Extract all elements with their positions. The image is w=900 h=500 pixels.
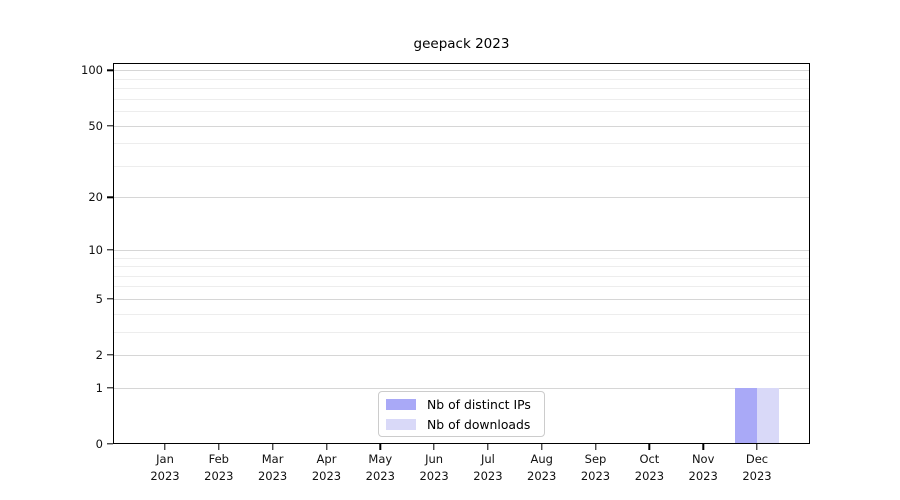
month-label: Jul bbox=[480, 452, 495, 466]
x-tick-label-dec: Dec 2023 bbox=[742, 451, 771, 484]
month-label: May bbox=[368, 452, 393, 466]
y-tick-label-0: 0 bbox=[95, 437, 103, 451]
legend-swatch-nb-of-distinct-ips bbox=[386, 398, 416, 410]
y-tick-label-5: 5 bbox=[95, 291, 103, 306]
year-label: 2023 bbox=[204, 468, 234, 483]
gridline-1 bbox=[113, 387, 810, 389]
x-tick-label-feb: Feb 2023 bbox=[204, 451, 233, 484]
x-tick-label-nov: Nov 2023 bbox=[689, 451, 718, 484]
x-tick-label-jun: Jun 2023 bbox=[419, 451, 448, 484]
plot-area bbox=[113, 63, 810, 444]
year-label: 2023 bbox=[473, 468, 503, 483]
gridline-minor-9 bbox=[113, 257, 810, 259]
y-axis-tick-10 bbox=[107, 249, 113, 251]
month-label: Mar bbox=[261, 452, 284, 466]
gridline-minor-80 bbox=[113, 88, 810, 90]
x-tick-label-apr: Apr 2023 bbox=[312, 451, 341, 484]
x-tick-label-may: May 2023 bbox=[366, 451, 395, 484]
legend-label-nb-of-downloads: Nb of downloads bbox=[427, 416, 531, 432]
legend-label-nb-of-distinct-ips: Nb of distinct IPs bbox=[427, 396, 531, 412]
x-tick-label-jul: Jul 2023 bbox=[473, 451, 502, 484]
gridline-minor-60 bbox=[113, 111, 810, 112]
gridline-minor-4 bbox=[113, 313, 810, 315]
gridline-2 bbox=[113, 355, 810, 356]
month-label: Nov bbox=[691, 452, 715, 466]
legend-entry-nb-of-downloads: Nb of downloads bbox=[386, 415, 537, 434]
x-axis-tick-jul bbox=[487, 444, 489, 450]
bar-dec-nb-of-downloads bbox=[757, 387, 779, 444]
gridline-10 bbox=[113, 249, 810, 251]
chart-title: geepack 2023 bbox=[413, 36, 510, 52]
y-axis-tick-2 bbox=[107, 354, 113, 356]
gridline-minor-40 bbox=[113, 143, 810, 145]
year-label: 2023 bbox=[634, 468, 665, 483]
y-tick-label-2: 2 bbox=[95, 348, 103, 362]
x-tick-label-aug: Aug 2023 bbox=[527, 451, 556, 484]
y-axis-tick-100 bbox=[107, 69, 113, 71]
gridline-minor-7 bbox=[113, 275, 810, 277]
month-label: Sep bbox=[584, 452, 607, 466]
x-axis-tick-aug bbox=[540, 444, 543, 450]
month-label: Jan bbox=[156, 452, 174, 466]
year-label: 2023 bbox=[419, 468, 449, 483]
x-axis-tick-nov bbox=[702, 444, 704, 450]
year-label: 2023 bbox=[311, 468, 342, 483]
y-tick-label-100: 100 bbox=[81, 63, 103, 78]
x-axis-tick-feb bbox=[218, 444, 220, 450]
bar-dec-nb-of-distinct-ips bbox=[735, 387, 757, 444]
x-tick-label-mar: Mar 2023 bbox=[258, 451, 287, 484]
gridline-minor-6 bbox=[113, 286, 810, 288]
legend-swatch-nb-of-downloads bbox=[386, 418, 416, 430]
y-tick-label-20: 20 bbox=[88, 190, 103, 205]
legend: Nb of distinct IPs Nb of downloads bbox=[378, 391, 545, 437]
x-axis-tick-dec bbox=[756, 444, 758, 450]
x-axis-tick-may bbox=[379, 444, 381, 450]
year-label: 2023 bbox=[527, 468, 557, 483]
gridline-minor-70 bbox=[113, 98, 810, 100]
y-axis-tick-50 bbox=[107, 124, 113, 127]
plot-frame bbox=[113, 63, 810, 444]
gridline-minor-90 bbox=[113, 78, 810, 80]
month-label: Oct bbox=[639, 452, 660, 466]
x-axis-tick-oct bbox=[648, 444, 651, 450]
y-axis-tick-20 bbox=[107, 196, 113, 199]
gridline-20 bbox=[113, 197, 810, 199]
y-axis-tick-0 bbox=[107, 443, 113, 445]
gridline-minor-30 bbox=[113, 165, 810, 167]
month-label: Apr bbox=[316, 452, 337, 466]
gridline-50 bbox=[113, 125, 810, 127]
x-axis-tick-apr bbox=[325, 444, 328, 450]
year-label: 2023 bbox=[742, 468, 772, 483]
x-axis-tick-jan bbox=[164, 444, 166, 450]
y-axis-tick-1 bbox=[107, 387, 113, 389]
month-label: Aug bbox=[530, 452, 553, 466]
x-axis-tick-jun bbox=[433, 444, 435, 450]
x-axis-tick-mar bbox=[271, 444, 274, 450]
y-tick-label-50: 50 bbox=[88, 118, 103, 133]
year-label: 2023 bbox=[365, 468, 395, 483]
month-label: Jun bbox=[425, 452, 444, 466]
year-label: 2023 bbox=[688, 468, 718, 483]
year-label: 2023 bbox=[257, 468, 288, 483]
legend-entry-nb-of-distinct-ips: Nb of distinct IPs bbox=[386, 395, 537, 414]
gridline-100 bbox=[113, 70, 810, 72]
x-tick-label-sep: Sep 2023 bbox=[581, 451, 610, 484]
y-axis-tick-5 bbox=[107, 298, 113, 300]
month-label: Feb bbox=[208, 452, 229, 466]
year-label: 2023 bbox=[150, 468, 180, 483]
gridline-minor-8 bbox=[113, 266, 810, 267]
y-tick-label-1: 1 bbox=[95, 380, 103, 395]
gridline-minor-3 bbox=[113, 331, 810, 333]
gridline-5 bbox=[113, 298, 810, 300]
month-label: Dec bbox=[745, 452, 769, 466]
x-axis-tick-sep bbox=[594, 444, 597, 450]
x-tick-label-jan: Jan 2023 bbox=[150, 451, 179, 484]
x-tick-label-oct: Oct 2023 bbox=[635, 451, 664, 484]
year-label: 2023 bbox=[580, 468, 611, 483]
y-tick-label-10: 10 bbox=[88, 242, 103, 257]
